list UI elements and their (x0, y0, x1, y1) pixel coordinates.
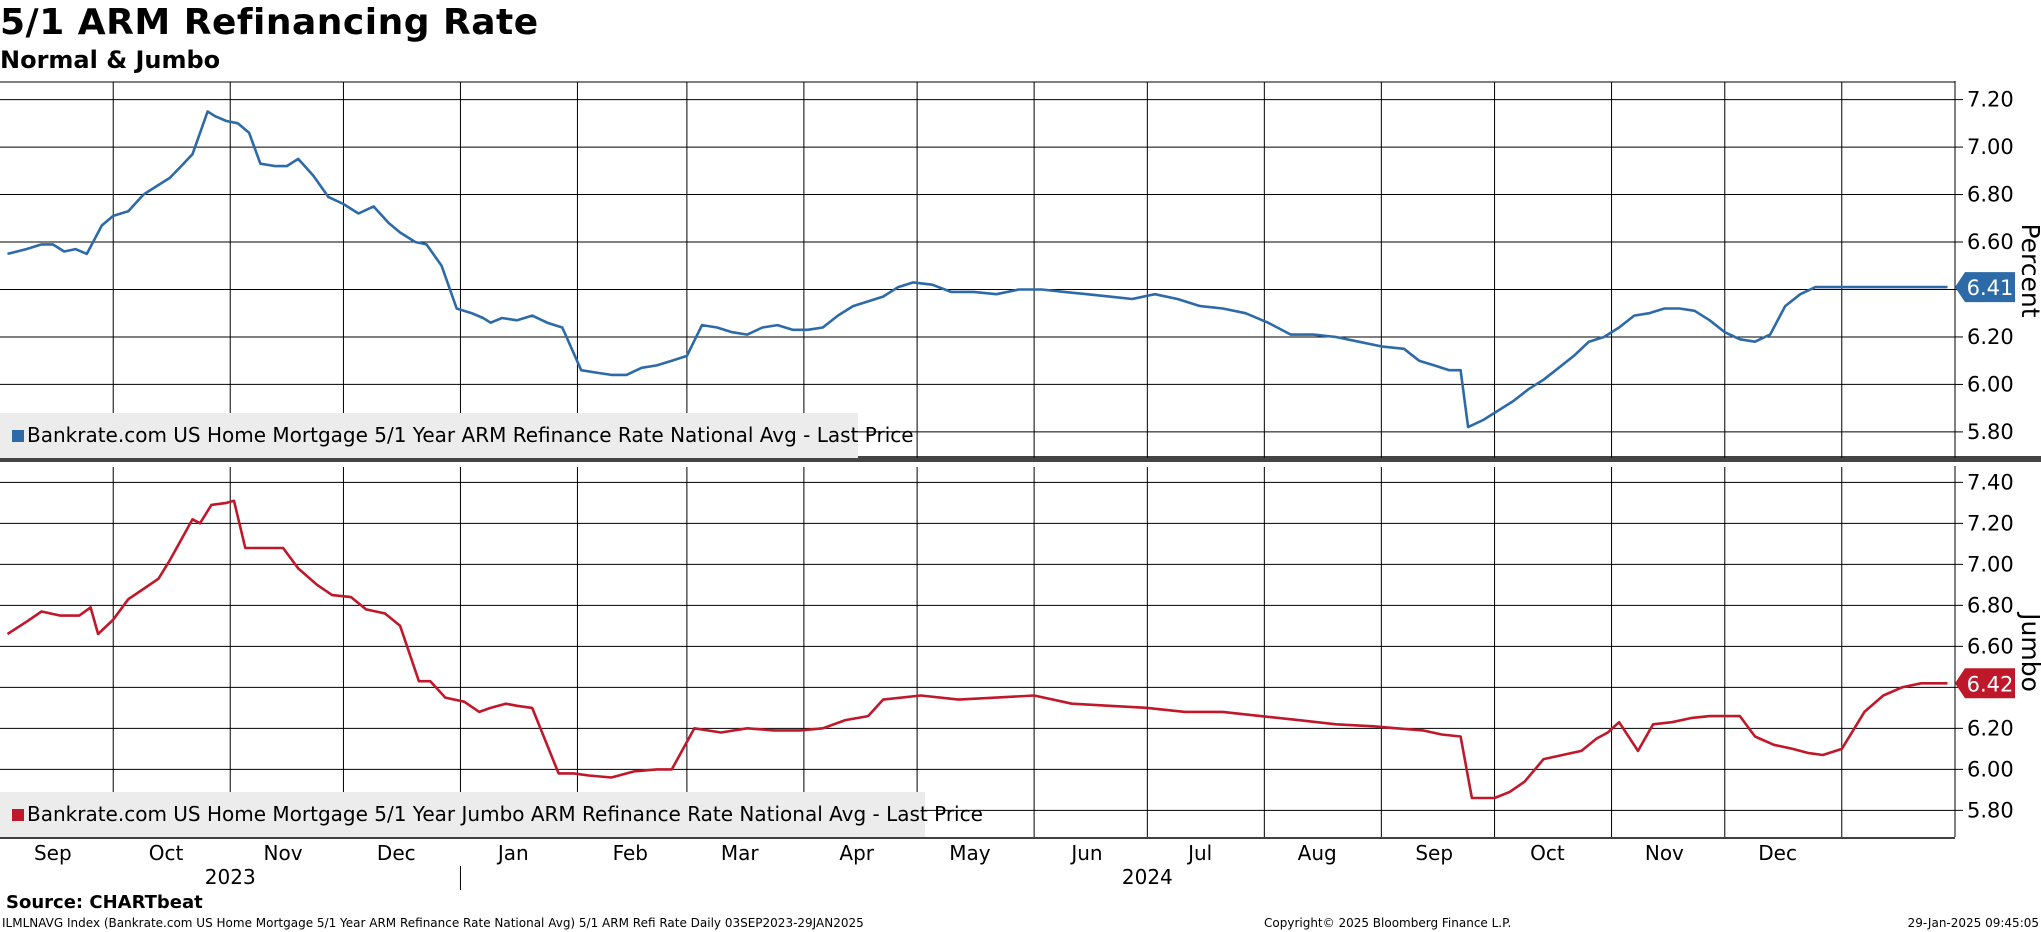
chart-subtitle: Normal & Jumbo (0, 46, 221, 74)
legend-swatch (12, 430, 24, 442)
y-tick-label: 6.00 (1967, 757, 2014, 781)
source-label: Source: CHARTbeat (6, 892, 203, 913)
y-tick-label: 6.60 (1967, 230, 2014, 254)
x-tick-label: Jun (1069, 841, 1102, 865)
x-tick-label: Feb (613, 841, 648, 865)
panel-separator (0, 456, 2041, 462)
y-tick-label: 6.00 (1967, 372, 2014, 396)
legend-box (0, 413, 858, 458)
x-tick-label: Apr (839, 841, 874, 865)
timestamp-text: 29-Jan-2025 09:45:05 (1907, 916, 2039, 930)
x-tick-label: Oct (1530, 841, 1565, 865)
y-tick-label: 7.20 (1967, 88, 2014, 112)
x-tick-label: May (949, 841, 991, 865)
y-tick-label: 6.80 (1967, 593, 2014, 617)
y-tick-label: 7.20 (1967, 511, 2014, 535)
y-tick-label: 7.40 (1967, 470, 2014, 494)
x-tick-label: Sep (1415, 841, 1453, 865)
x-year-label: 2023 (205, 865, 256, 889)
panel-normal: 7.207.006.806.606.406.206.005.80Percent6… (0, 81, 2041, 458)
y-tick-label: 7.00 (1967, 135, 2014, 159)
x-tick-label: Oct (149, 841, 184, 865)
x-tick-label: Sep (34, 841, 72, 865)
series-line-normal (7, 110, 1948, 429)
panel-jumbo: 7.407.207.006.806.606.406.206.005.80Jumb… (0, 466, 2041, 837)
x-tick-label: Nov (1645, 841, 1684, 865)
x-year-label: 2024 (1122, 865, 1173, 889)
legend-label: Bankrate.com US Home Mortgage 5/1 Year A… (27, 423, 914, 447)
chart-canvas: 7.207.006.806.606.406.206.005.80Percent6… (0, 81, 2041, 890)
y-axis-title: Jumbo (2016, 611, 2041, 692)
series-line-jumbo (6, 499, 1948, 800)
x-tick-label: Aug (1298, 841, 1337, 865)
x-tick-label: Mar (721, 841, 760, 865)
last-value-tag (1955, 272, 2015, 303)
x-tick-label: Jan (496, 841, 529, 865)
index-description: ILMLNAVG Index (Bankrate.com US Home Mor… (2, 916, 864, 930)
copyright-text: Copyright© 2025 Bloomberg Finance L.P. (1264, 916, 1512, 930)
chart-title: 5/1 ARM Refinancing Rate (0, 2, 539, 43)
y-tick-label: 5.80 (1967, 798, 2014, 822)
y-tick-label: 6.20 (1967, 325, 2014, 349)
x-tick-label: Jul (1186, 841, 1212, 865)
y-tick-label: 6.80 (1967, 183, 2014, 207)
last-value-tag (1955, 668, 2015, 699)
legend-label: Bankrate.com US Home Mortgage 5/1 Year J… (27, 802, 983, 826)
y-tick-label: 5.80 (1967, 420, 2014, 444)
x-tick-label: Dec (377, 841, 416, 865)
y-tick-label: 6.60 (1967, 634, 2014, 658)
y-axis-title: Percent (2016, 223, 2041, 317)
y-tick-label: 6.20 (1967, 716, 2014, 740)
legend-swatch (12, 809, 24, 821)
last-value-label: 6.41 (1967, 276, 2014, 300)
x-tick-label: Nov (264, 841, 303, 865)
x-tick-label: Dec (1758, 841, 1797, 865)
legend-box (0, 792, 925, 837)
y-tick-label: 7.00 (1967, 552, 2014, 576)
last-value-label: 6.42 (1967, 672, 2014, 696)
